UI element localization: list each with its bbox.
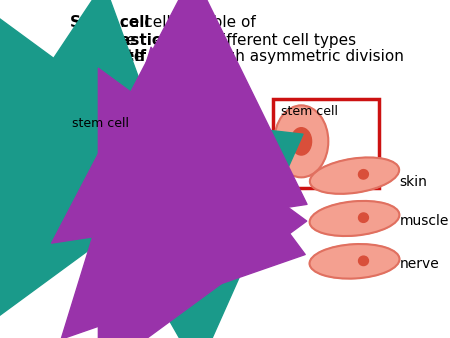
- FancyBboxPatch shape: [64, 112, 154, 223]
- Text: muscle: muscle: [400, 214, 449, 228]
- Text: stem cell: stem cell: [281, 104, 338, 118]
- Ellipse shape: [199, 131, 256, 203]
- Ellipse shape: [310, 158, 399, 194]
- FancyBboxPatch shape: [273, 99, 379, 189]
- Ellipse shape: [359, 170, 369, 179]
- Text: skin: skin: [400, 175, 428, 189]
- Ellipse shape: [291, 128, 311, 155]
- Text: - make different cell types: - make different cell types: [150, 32, 356, 48]
- Ellipse shape: [359, 213, 369, 222]
- Text: 1) tissue: 1) tissue: [70, 32, 140, 48]
- Text: 2) infinite: 2) infinite: [70, 49, 148, 64]
- Ellipse shape: [274, 105, 328, 177]
- Ellipse shape: [310, 244, 400, 279]
- Text: self renewal: self renewal: [116, 49, 220, 64]
- Text: through asymmetric division: through asymmetric division: [180, 49, 404, 64]
- Ellipse shape: [78, 139, 140, 221]
- Ellipse shape: [310, 201, 400, 236]
- Ellipse shape: [359, 256, 369, 266]
- Ellipse shape: [208, 218, 230, 245]
- Ellipse shape: [97, 164, 121, 196]
- Ellipse shape: [217, 153, 239, 181]
- Text: plasticity: plasticity: [105, 32, 184, 48]
- Text: Stem cell: Stem cell: [70, 16, 149, 30]
- Ellipse shape: [191, 195, 248, 267]
- Text: stem cell: stem cell: [72, 117, 129, 130]
- Text: nerve: nerve: [400, 257, 439, 271]
- Text: : a cell capable of: : a cell capable of: [121, 16, 256, 30]
